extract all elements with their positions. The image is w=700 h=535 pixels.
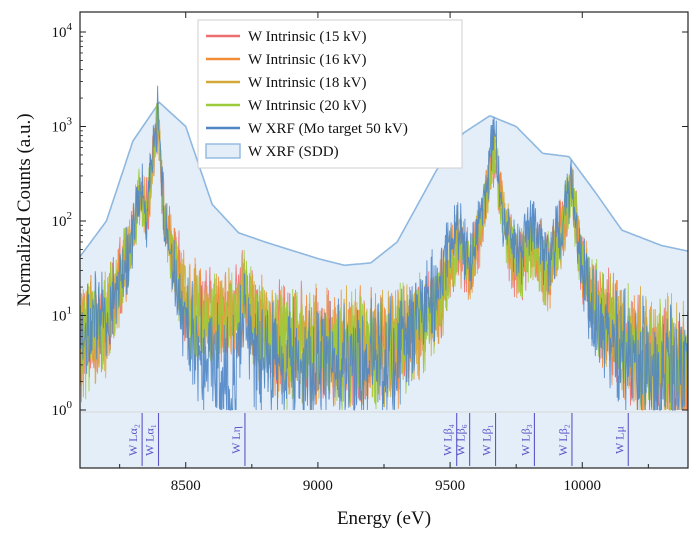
y-tick-label: 100	[52, 399, 73, 419]
y-tick-label: 103	[52, 116, 73, 136]
line-marker-label: W Lβ₆	[454, 424, 468, 456]
legend-label: W Intrinsic (18 kV)	[248, 75, 366, 91]
series-sdd-line	[80, 101, 688, 267]
x-tick-label: 9000	[303, 478, 333, 494]
legend-swatch	[205, 143, 241, 159]
legend-label: W Intrinsic (15 kV)	[248, 29, 366, 45]
x-tick-label: 8500	[171, 478, 201, 494]
line-marker-label: W Lβ₂	[556, 424, 570, 456]
line-marker-label: W Lμ	[612, 426, 626, 454]
series-line-4	[80, 85, 688, 412]
line-marker-label: W Lη	[229, 426, 243, 454]
y-tick-label: 104	[52, 21, 73, 41]
y-axis-title: Normalized Counts (a.u.)	[14, 113, 35, 306]
line-marker-label: W Lα₁	[143, 424, 157, 456]
line-marker-label: W Lβ₃	[518, 424, 532, 456]
y-tick-label: 102	[52, 210, 73, 230]
legend: W Intrinsic (15 kV) W Intrinsic (16 kV) W …	[197, 19, 463, 169]
legend-label: W Intrinsic (16 kV)	[248, 52, 366, 68]
line-marker-label: W Lβ₄	[441, 424, 455, 456]
legend-label: W XRF (Mo target 50 kV)	[248, 121, 408, 137]
x-axis-title: Energy (eV)	[337, 508, 431, 529]
line-marker-label: W Lα₂	[126, 424, 140, 456]
x-tick-label: 9500	[435, 478, 465, 494]
x-tick-label: 10000	[564, 478, 602, 494]
legend-label: W Intrinsic (20 kV)	[248, 98, 366, 114]
series-sdd-area	[80, 102, 688, 468]
line-marker-label: W Lβ₁	[480, 424, 494, 456]
legend-label: W XRF (SDD)	[248, 144, 339, 160]
legend-box	[197, 19, 463, 169]
y-tick-label: 101	[52, 305, 73, 325]
